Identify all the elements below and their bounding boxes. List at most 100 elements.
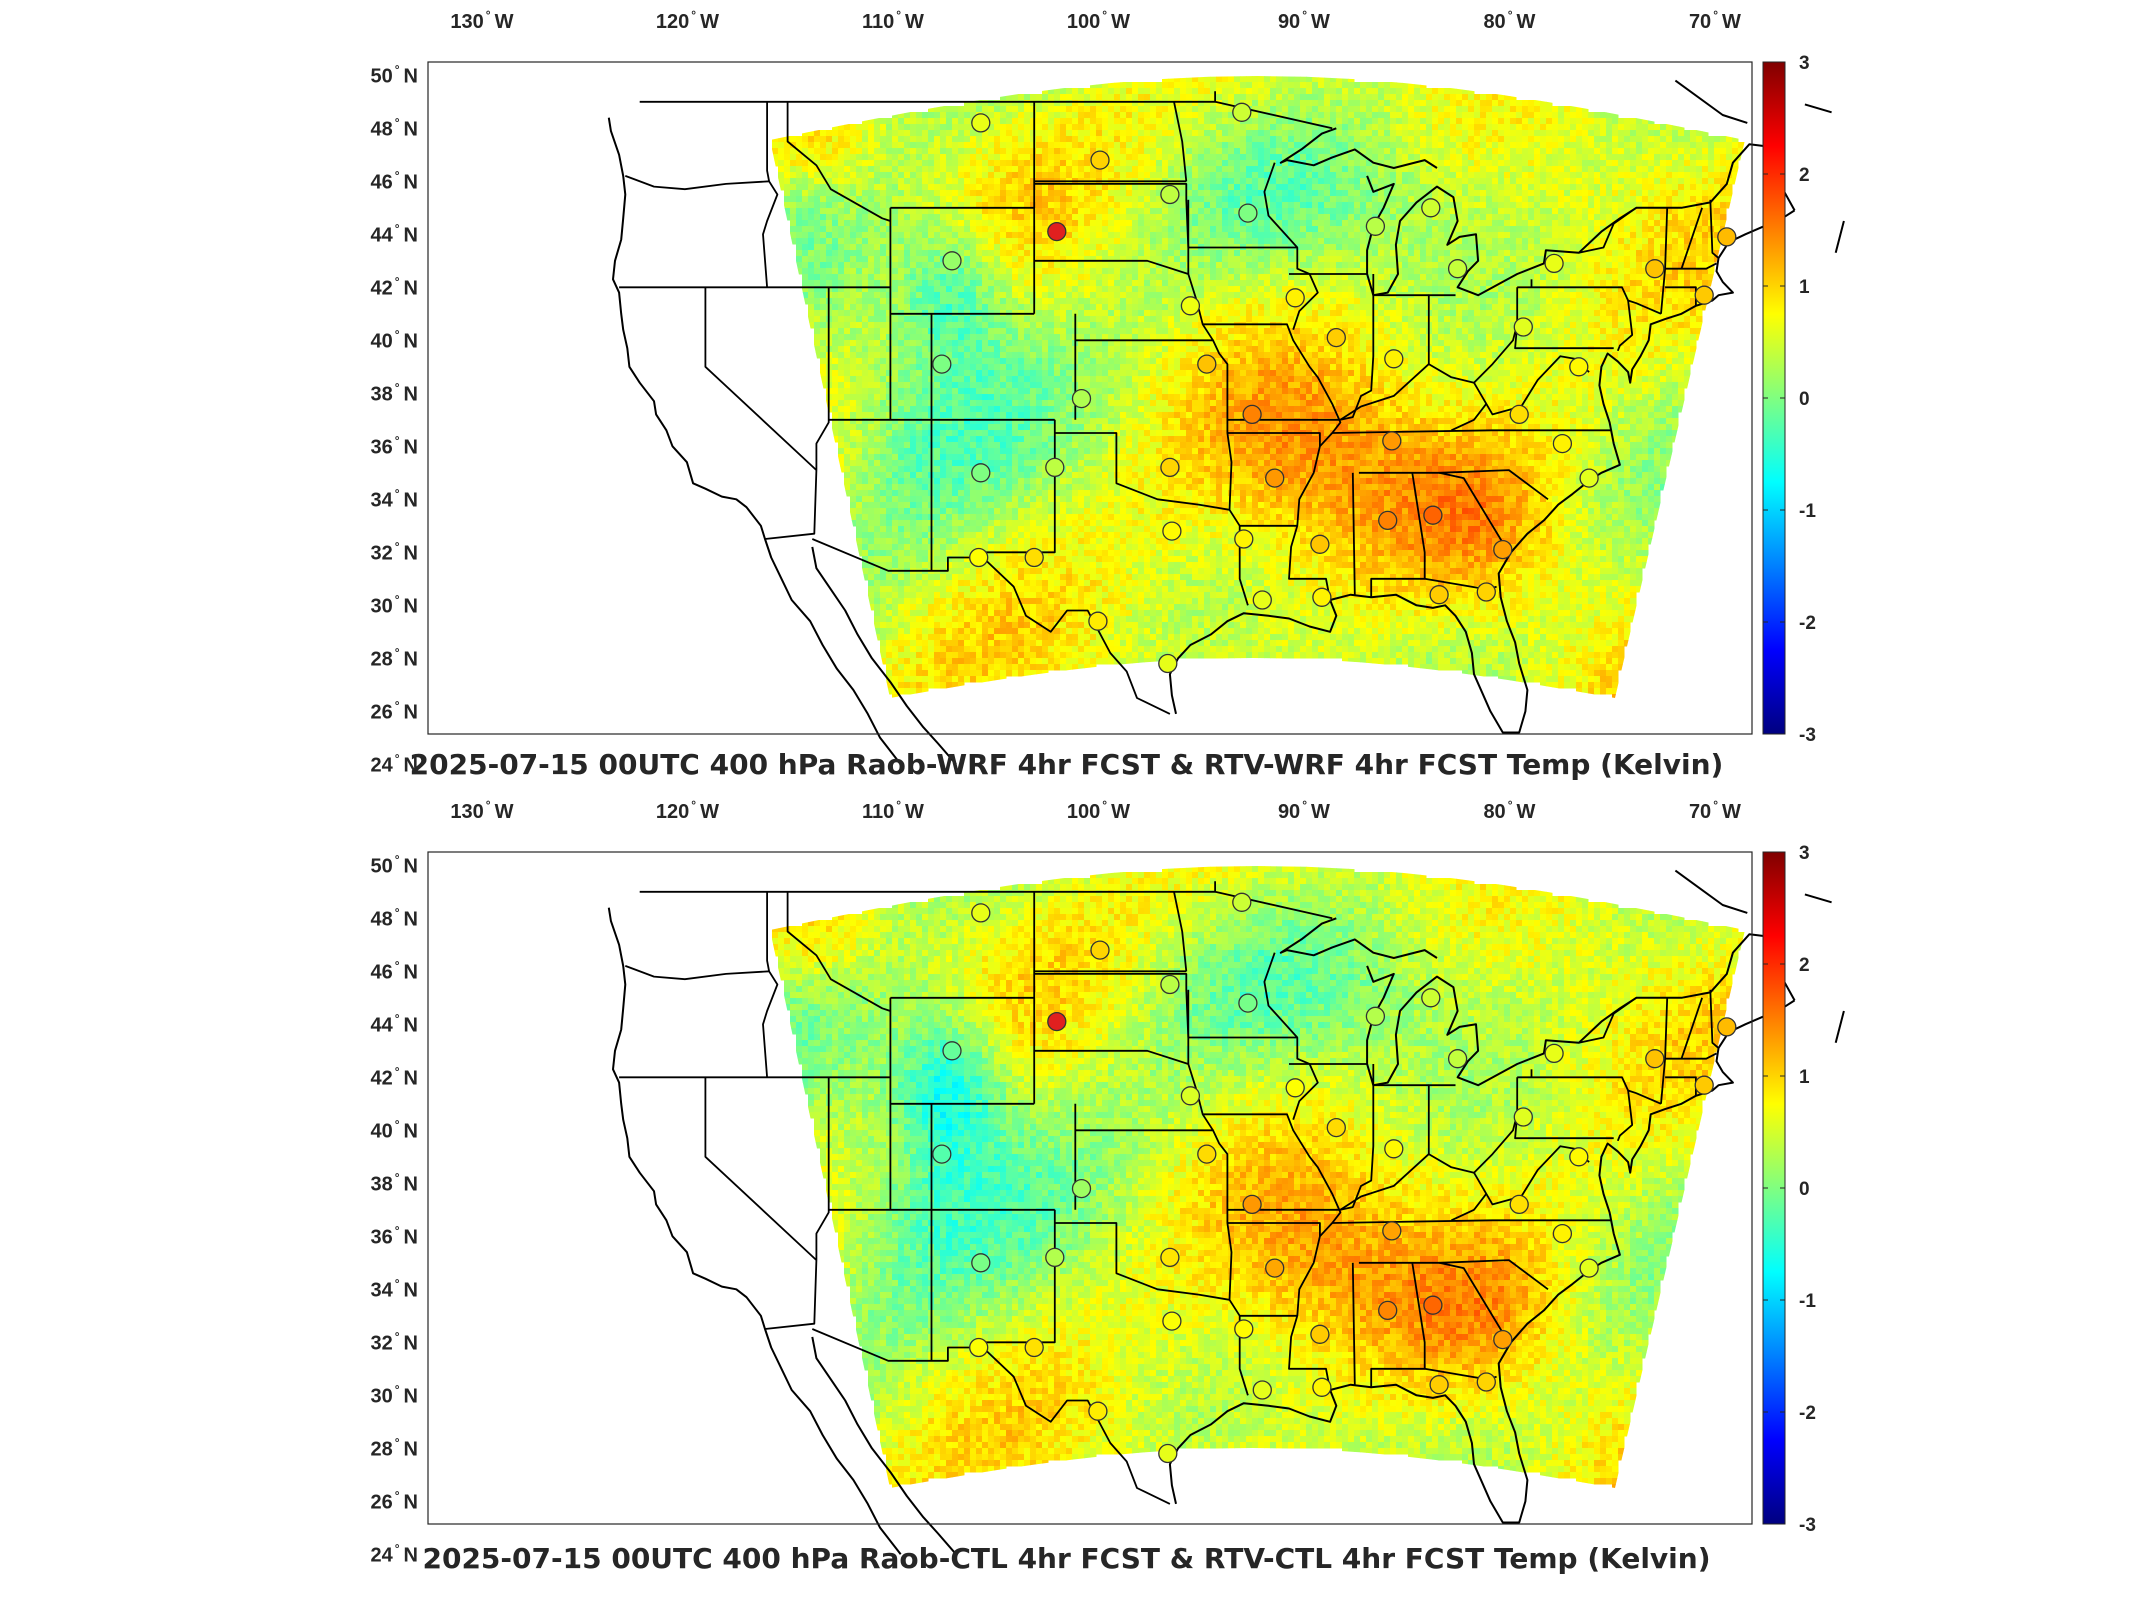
station-marker	[1423, 505, 1443, 525]
state-boundary	[1332, 429, 1612, 434]
state-boundary	[1517, 1076, 1662, 1105]
station-marker	[1645, 259, 1665, 279]
station-marker	[971, 113, 991, 133]
state-boundary	[1332, 1219, 1612, 1224]
state-boundary	[1202, 323, 1342, 601]
map-figure-ctl: 130 ° W 120 ° W 110 ° W 100 ° W 90 ° W 80 ° W 70 ° W 50 ° N 48 ° N…	[370, 798, 1845, 1566]
longitude-label: 80 ° W	[1483, 798, 1535, 823]
station-marker	[1326, 1117, 1346, 1138]
station-marker	[1024, 547, 1044, 568]
station-marker	[1378, 1300, 1398, 1321]
latitude-label: 44 ° N	[370, 1011, 418, 1036]
state-boundary	[1517, 286, 1662, 315]
station-marker	[1088, 611, 1108, 631]
panel-title: 2025-07-15 00UTC 400 hPa Raob-CTL 4hr FC…	[0, 1542, 2133, 1575]
latitude-label: 28 ° N	[370, 1435, 418, 1460]
state-boundary	[1202, 1113, 1342, 1391]
latitude-label: 28 ° N	[370, 645, 418, 670]
station-marker	[1160, 457, 1180, 478]
latitude-label: 26 ° N	[370, 698, 418, 723]
station-marker	[1423, 1295, 1443, 1315]
station-marker	[1265, 1258, 1285, 1278]
station-marker	[1045, 457, 1065, 478]
coastline	[1834, 1010, 1845, 1044]
state-boundary	[1034, 259, 1214, 341]
station-marker	[942, 251, 962, 271]
state-boundary	[1263, 162, 1298, 249]
station-marker	[1513, 1107, 1533, 1127]
station-marker	[1421, 988, 1441, 1008]
station-marker	[1071, 1178, 1092, 1199]
state-boundary	[1173, 101, 1188, 182]
latitude-label: 44 ° N	[370, 221, 418, 246]
axes-frame	[427, 851, 1753, 1525]
latitude-label: 42 ° N	[370, 1064, 418, 1089]
latitude-label: 50 ° N	[370, 62, 418, 87]
station-marker	[1645, 1049, 1665, 1069]
coastline	[1804, 893, 1832, 904]
state-boundary	[1514, 1077, 1614, 1140]
map-content	[427, 851, 1845, 1555]
station-marker	[969, 1337, 989, 1358]
colorbar-tick-label: 3	[1799, 843, 1810, 864]
longitude-label: 90 ° W	[1278, 798, 1330, 823]
latitude-label: 36 ° N	[370, 433, 418, 458]
station-marker	[1252, 590, 1272, 610]
station-marker	[1544, 253, 1564, 274]
colorbar-tick-label: -2	[1799, 613, 1816, 634]
colorbar-tick-label: -2	[1799, 1403, 1816, 1424]
station-marker	[1579, 1258, 1599, 1278]
latitude-label: 32 ° N	[370, 1329, 418, 1354]
station-marker	[1242, 404, 1262, 425]
raob-stations	[932, 892, 1737, 1464]
latitude-label: 46 ° N	[370, 958, 418, 983]
station-marker	[1421, 198, 1441, 218]
station-outlier-marker	[1047, 221, 1067, 242]
station-marker	[1717, 227, 1737, 247]
latitude-label: 50 ° N	[370, 852, 418, 877]
state-boundary	[1473, 1145, 1590, 1206]
station-marker	[1569, 1147, 1589, 1167]
station-marker	[1088, 1401, 1108, 1421]
state-boundary	[1054, 432, 1230, 511]
coastline	[1834, 220, 1845, 254]
station-marker	[1162, 521, 1182, 541]
station-marker	[1234, 529, 1254, 549]
map-boundaries	[607, 869, 1845, 1555]
station-marker	[1197, 354, 1217, 374]
temperature-difference-field	[772, 866, 1745, 1488]
station-marker	[1160, 974, 1180, 995]
station-marker	[1447, 259, 1468, 279]
station-marker	[1285, 1078, 1305, 1098]
longitude-label: 100 ° W	[1067, 8, 1130, 33]
station-marker	[1579, 468, 1599, 488]
state-boundary	[1054, 1222, 1230, 1301]
latitude-label: 40 ° N	[370, 327, 418, 352]
station-marker	[1242, 1194, 1262, 1215]
state-boundary	[1351, 1262, 1356, 1385]
colorbar-tick-label: -1	[1799, 501, 1816, 522]
state-boundary	[811, 1328, 983, 1362]
station-marker	[1509, 404, 1529, 425]
longitude-label: 110 ° W	[862, 8, 924, 33]
colorbar-tick-label: 2	[1799, 955, 1810, 976]
latitude-label: 38 ° N	[370, 380, 418, 405]
colorbar-tick-label: -1	[1799, 1291, 1816, 1312]
state-boundary	[1188, 246, 1368, 275]
axes-frame	[427, 61, 1753, 735]
latitude-label: 32 ° N	[370, 539, 418, 564]
map-boundaries	[607, 79, 1845, 765]
station-marker	[1310, 1324, 1330, 1344]
longitude-label: 120 ° W	[656, 798, 719, 823]
colorbar-tick-label: 2	[1799, 165, 1810, 186]
latitude-label: 36 ° N	[370, 1223, 418, 1248]
coastline	[1366, 143, 1796, 297]
longitude-label: 90 ° W	[1278, 8, 1330, 33]
state-boundary	[1034, 183, 1190, 274]
state-boundary	[1709, 199, 1720, 259]
latitude-label: 46 ° N	[370, 168, 418, 193]
station-marker	[1382, 1221, 1402, 1241]
station-marker	[1180, 296, 1201, 316]
station-marker	[1552, 433, 1573, 454]
state-boundary	[624, 175, 770, 191]
